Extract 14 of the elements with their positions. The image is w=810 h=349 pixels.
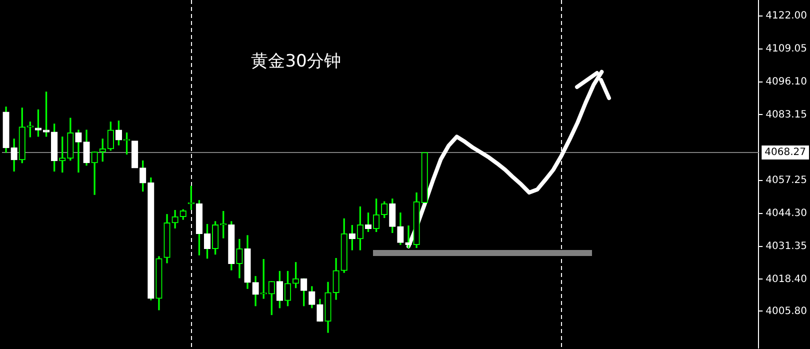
y-tick-label: 4083.15 <box>766 109 808 120</box>
ref-line-label: 4068.27 <box>764 147 806 158</box>
y-tick-label: 4109.05 <box>766 43 808 54</box>
y-tick-label: 4044.30 <box>766 208 808 219</box>
candlestick <box>421 152 428 204</box>
text: 黄金30分钟 <box>251 51 341 72</box>
y-tick-label: 4005.80 <box>766 306 808 317</box>
y-tick-label: 4096.10 <box>766 76 808 88</box>
y-tick-label: 4057.25 <box>766 175 808 186</box>
candlestick <box>131 140 138 168</box>
y-tick-label: 4122.00 <box>766 10 808 22</box>
candlestick <box>75 130 82 173</box>
y-tick-label: 4031.35 <box>766 240 808 252</box>
y-tick-label: 4018.40 <box>766 274 808 285</box>
